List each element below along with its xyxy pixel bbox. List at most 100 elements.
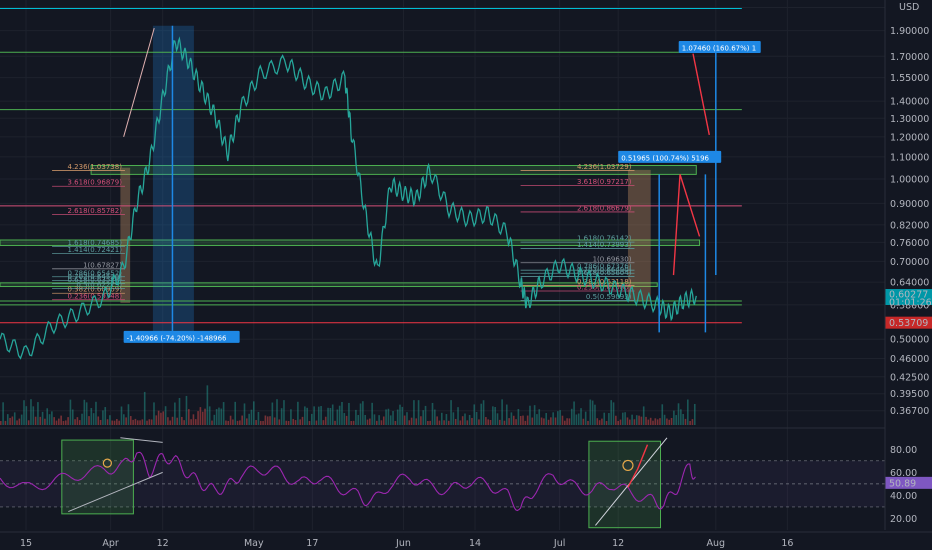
volume-bar [185,395,188,425]
volume-bar [34,416,37,425]
volume-bar [413,400,415,425]
volume-bar [663,414,666,425]
price-tick-label: 0.50000 [890,335,929,346]
volume-bar [480,403,483,425]
volume-bar [445,414,448,425]
volume-bar [503,420,506,425]
price-tick-label: 1.70000 [890,52,929,63]
volume-bar [341,401,343,425]
price-axis[interactable]: USD 1.90000 1.70000 1.55000 1.40000 1.30000 1.… [884,0,932,530]
fib-left-label: 1.414(0.72421) [67,246,122,254]
volume-bar [373,414,376,425]
price-series-line [0,36,697,360]
volume-bar [420,416,422,425]
volume-bar [543,418,545,425]
volume-bar [536,414,538,425]
volume-bar [485,417,487,425]
date-tick-label: 15 [20,538,32,549]
time-axis[interactable]: 15 Apr 12 May 17 Jun 14 Jul 12 Aug 16 [0,531,932,549]
volume-bar [197,411,199,425]
volume-bar [308,420,311,425]
fib-left-label: 2.618(0.85782) [67,207,122,215]
volume-bar [306,407,308,425]
volume-bar [640,416,643,425]
volume-bar [120,406,123,425]
volume-bar [591,400,594,425]
volume-bar [345,415,348,425]
volume-bar [454,418,457,425]
volume-bar [677,403,680,425]
volume-bar [190,419,192,425]
volume-bar [394,420,397,425]
volume-bar [547,419,550,425]
price-tick-label: 0.39500 [890,389,929,400]
volume-bar [392,411,394,425]
volume-bar [427,420,429,425]
volume-bar [468,415,471,425]
volume-bar [566,418,568,425]
volume-bar [257,411,260,425]
price-tick-label: 1.20000 [890,132,929,143]
volume-bar [51,411,53,425]
fib-right-label: 0.702(0.66490) [577,266,632,274]
volume-bar [78,420,81,425]
volume-bar [192,414,195,425]
volume-bar [538,409,541,425]
fib-right-label: 0.5(0.59093) [586,293,632,301]
volume-bar [492,406,494,425]
volume-bar [570,408,573,425]
volume-bar [582,418,585,425]
volume-bar [327,407,329,425]
fib-left-label: 0.702(0.64520) [67,273,122,281]
volume-bar [187,409,190,425]
volume-bar [529,405,531,425]
price-tick-label: 1.55000 [890,73,929,84]
volume-bar [136,420,139,425]
volume-bar [62,421,65,425]
volume-bar [150,419,153,425]
volume-bar [97,416,100,425]
price-tick-label: 0.76000 [890,238,929,249]
price-tick-label: 0.42500 [890,372,929,383]
date-tick-label: Jun [395,538,411,549]
volume-bar [378,415,380,425]
volume-bar [329,407,332,425]
volume-bar [494,407,496,425]
volume-bar [550,417,552,425]
volume-bar [95,401,97,425]
volume-bar [243,403,246,425]
volume-bar [2,402,4,425]
volume-bar [139,420,141,425]
volume-bar [41,411,44,425]
volume-bar [464,413,466,425]
drawings-foreground: -1.40966 (-74.20%) -148966 0.51965 (100.7… [123,25,761,343]
volume-bar [292,418,295,425]
volume-bar [687,399,689,425]
zone-middle [0,239,701,246]
volume-bar [415,418,418,425]
volume-bar [631,414,633,425]
volume-bar [178,397,181,425]
volume-bar [222,402,225,425]
volume-bar [134,418,137,425]
volume-bar [76,417,79,425]
date-tick-label: 14 [469,538,481,549]
volume-bar [515,419,517,425]
volume-bar [475,411,478,425]
volume-bar [598,420,601,425]
volume-bar [143,391,146,425]
volume-bar [16,420,18,425]
volume-bar [635,415,638,425]
volume-bar [32,406,35,425]
volume-bar [58,418,60,425]
volume-bar [208,406,211,425]
volume-bar [27,420,30,425]
volume-bar [311,413,313,425]
volume-bars [0,385,696,425]
volume-bar [315,420,318,425]
volume-bar [424,405,427,425]
volume-bar [512,415,515,425]
volume-bar [37,402,39,425]
volume-bar [241,415,243,425]
